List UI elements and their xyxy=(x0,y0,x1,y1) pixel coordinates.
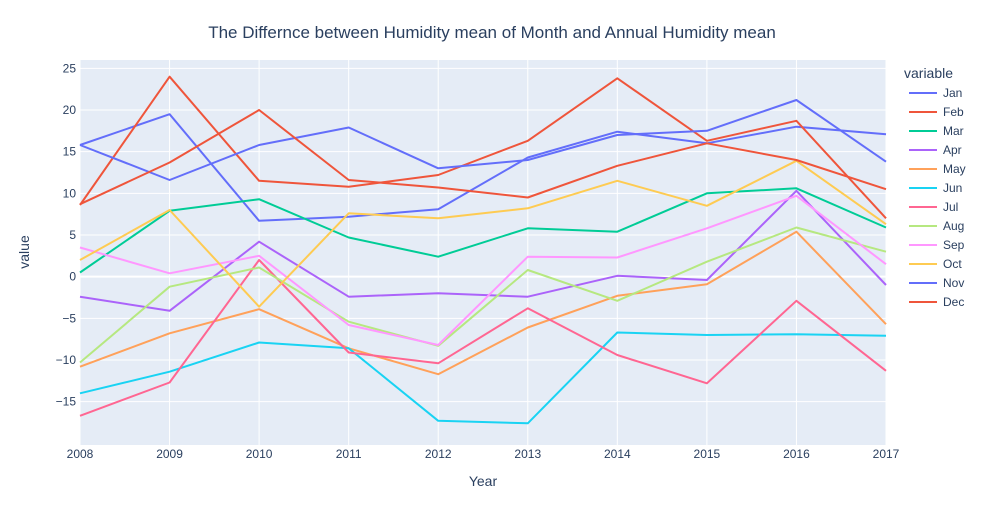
legend-label: Jun xyxy=(943,181,962,195)
y-tick-label: 0 xyxy=(69,270,76,284)
series-line-dec[interactable] xyxy=(79,109,887,206)
y-tick-label: −15 xyxy=(56,395,77,409)
series-lines xyxy=(79,75,887,425)
y-tick-label: 25 xyxy=(63,61,77,75)
legend-label: Aug xyxy=(943,219,964,233)
legend-item-oct[interactable]: Oct xyxy=(909,257,962,271)
chart-title: The Differnce between Humidity mean of M… xyxy=(208,23,776,42)
legend-label: Jan xyxy=(943,86,962,100)
legend-item-jul[interactable]: Jul xyxy=(909,200,958,214)
legend-label: Jul xyxy=(943,200,958,214)
legend-label: Dec xyxy=(943,295,964,309)
y-tick-label: 10 xyxy=(63,186,77,200)
legend-label: Oct xyxy=(943,257,962,271)
legend-title: variable xyxy=(904,65,953,81)
series-line-nov[interactable] xyxy=(79,99,887,181)
x-tick-label: 2008 xyxy=(67,447,94,461)
series-line-feb[interactable] xyxy=(79,75,887,219)
y-tick-label: 15 xyxy=(63,145,77,159)
legend[interactable]: variable Jan Feb Mar Apr May Jun Jul Aug Sep Oct N… xyxy=(904,65,966,309)
y-tick-label: −10 xyxy=(56,353,77,367)
series-line-jan[interactable] xyxy=(79,113,887,222)
y-axis-ticks: 25 20 15 10 5 0 −5 −10 −15 xyxy=(56,61,77,408)
x-tick-label: 2011 xyxy=(336,447,362,461)
legend-item-aug[interactable]: Aug xyxy=(909,219,964,233)
legend-label: Feb xyxy=(943,105,964,119)
x-axis-title: Year xyxy=(469,473,498,489)
x-tick-label: 2014 xyxy=(604,447,631,461)
y-tick-label: 5 xyxy=(69,228,76,242)
series-line-jul[interactable] xyxy=(79,259,887,417)
legend-label: Apr xyxy=(943,143,962,157)
y-tick-label: −5 xyxy=(62,311,76,325)
x-tick-label: 2015 xyxy=(694,447,721,461)
legend-item-feb[interactable]: Feb xyxy=(909,105,964,119)
legend-item-apr[interactable]: Apr xyxy=(909,143,962,157)
series-line-oct[interactable] xyxy=(79,159,887,308)
series-line-aug[interactable] xyxy=(79,226,887,364)
legend-label: May xyxy=(943,162,966,176)
x-tick-label: 2016 xyxy=(783,447,810,461)
x-tick-label: 2012 xyxy=(425,447,452,461)
series-line-mar[interactable] xyxy=(79,187,887,274)
y-tick-label: 20 xyxy=(63,103,77,117)
legend-item-jun[interactable]: Jun xyxy=(909,181,962,195)
plot-background xyxy=(80,60,886,445)
x-axis-ticks: 2008 2009 2010 2011 2012 2013 2014 2015 2016 2017 xyxy=(67,447,900,461)
x-tick-label: 2017 xyxy=(873,447,900,461)
legend-item-sep[interactable]: Sep xyxy=(909,238,965,252)
legend-item-mar[interactable]: Mar xyxy=(909,124,964,138)
x-tick-label: 2013 xyxy=(514,447,541,461)
legend-item-nov[interactable]: Nov xyxy=(909,276,964,290)
x-tick-label: 2009 xyxy=(156,447,183,461)
legend-label: Mar xyxy=(943,124,964,138)
x-tick-label: 2010 xyxy=(246,447,273,461)
series-line-sep[interactable] xyxy=(79,194,887,346)
legend-item-jan[interactable]: Jan xyxy=(909,86,962,100)
legend-label: Sep xyxy=(943,238,965,252)
legend-item-may[interactable]: May xyxy=(909,162,966,176)
series-line-jun[interactable] xyxy=(79,331,887,425)
legend-item-dec[interactable]: Dec xyxy=(909,295,964,309)
legend-label: Nov xyxy=(943,276,964,290)
y-axis-title: value xyxy=(16,235,32,269)
